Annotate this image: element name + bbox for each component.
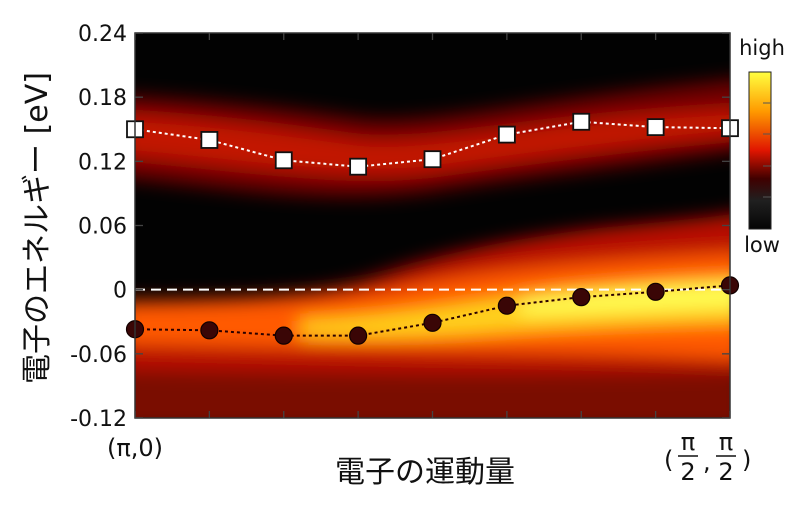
intensity-map: [135, 33, 730, 418]
axis-ticks: -0.12 -0.06 0 0.06 0.12 0.18 0.24: [70, 22, 731, 432]
colorbar-high-label: high: [739, 36, 785, 60]
square-marker: [497, 125, 516, 144]
y-tick-label: 0: [113, 279, 127, 304]
colorbar-low-label: low: [744, 233, 780, 257]
x-start-label: (π,0): [107, 434, 163, 462]
x-axis-title: 電子の運動量: [335, 455, 515, 490]
circle-marker: [349, 326, 368, 345]
square-marker: [200, 131, 219, 149]
x-end-label: ( π 2 , π 2 ): [664, 428, 751, 486]
series-layer: [125, 112, 740, 345]
y-tick-label: 0.18: [78, 86, 127, 111]
square-marker: [274, 151, 293, 170]
svg-text:,: ,: [703, 448, 711, 476]
y-tick-label: 0.12: [78, 150, 127, 175]
square-marker: [572, 112, 591, 131]
x-end-num-2: π: [719, 428, 733, 456]
circle-marker: [572, 288, 591, 307]
circle-marker: [646, 282, 665, 301]
svg-text:): ): [742, 446, 751, 474]
colorbar-gradient: [748, 71, 772, 230]
circle-marker: [497, 296, 516, 315]
svg-text:(: (: [664, 446, 673, 474]
y-tick-label: -0.06: [70, 343, 127, 368]
colorbar: high low: [739, 36, 785, 257]
square-marker: [646, 118, 665, 137]
circle-marker: [200, 321, 219, 340]
x-end-den-2: 2: [718, 458, 733, 486]
x-end-num-1: π: [681, 428, 695, 456]
circle-marker: [423, 313, 442, 332]
square-marker: [423, 150, 442, 169]
y-axis-title: 電子のエネルギー [eV]: [20, 72, 55, 384]
square-marker: [349, 157, 368, 176]
y-tick-label: 0.24: [78, 22, 127, 47]
circle-marker: [274, 326, 293, 345]
y-tick-label: -0.12: [70, 407, 127, 432]
y-tick-label: 0.06: [78, 215, 127, 240]
series-line-circle: [134, 284, 731, 337]
x-end-den-1: 2: [680, 458, 695, 486]
